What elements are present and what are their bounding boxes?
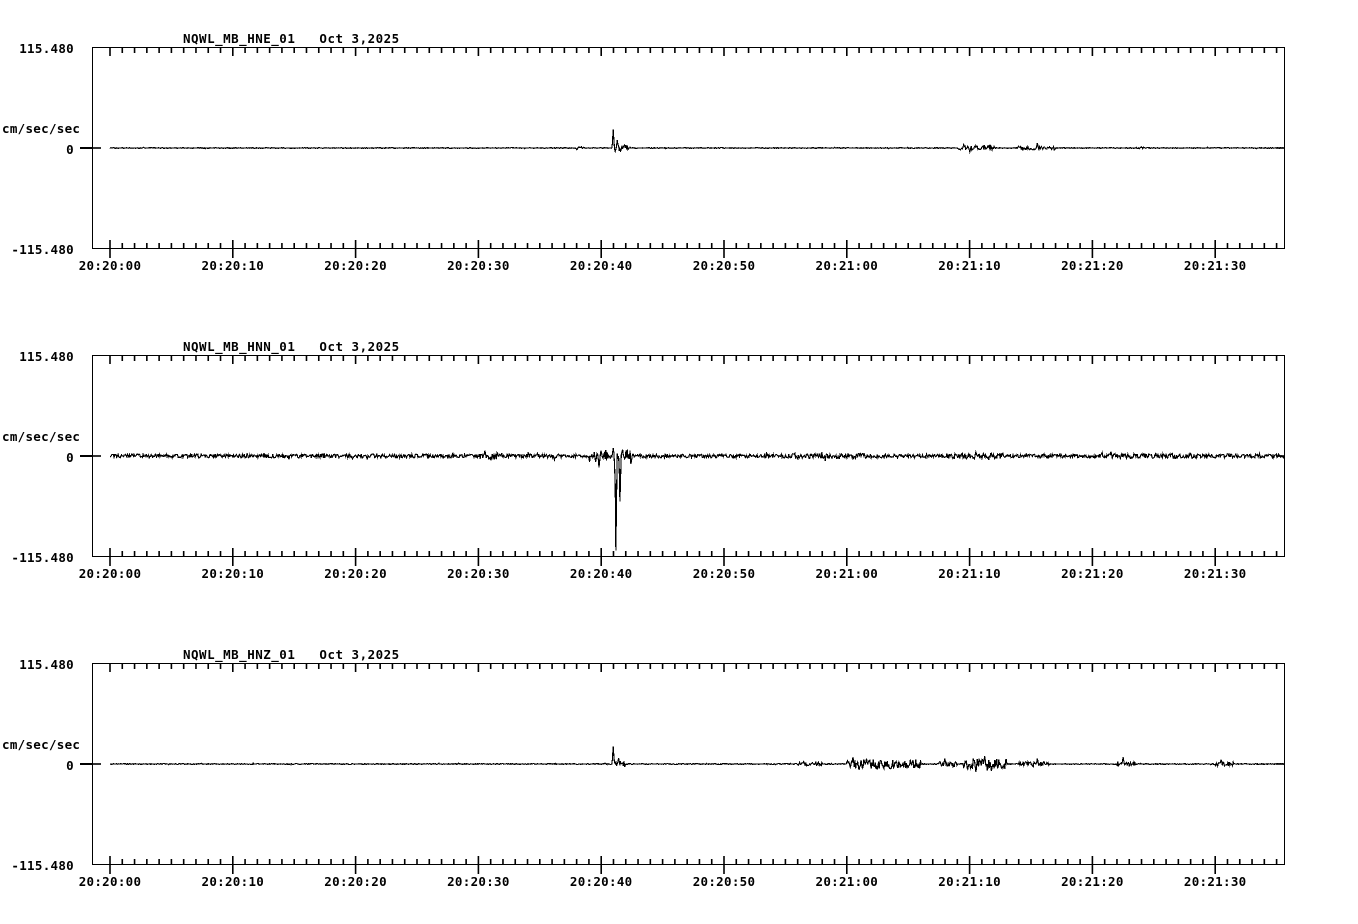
x-tick-label: 20:21:30 [1183,566,1247,581]
x-tick-label: 20:20:30 [447,566,510,581]
x-tick-label: 20:20:10 [201,566,265,581]
x-tick-label: 20:20:20 [324,874,387,889]
x-tick-label: 20:21:00 [815,874,879,889]
x-tick-label: 20:21:20 [1061,874,1124,889]
x-tick-label: 20:21:00 [815,258,879,273]
y-axis-min-label-hnz: -115.480 [11,858,74,873]
x-tick-label: 20:20:40 [569,566,633,581]
seismogram-panel-hnz: NQWL_MB_HNZ_01 Oct 3,2025 115.480 cm/sec… [0,616,1358,924]
plot-frame-hne [92,47,1285,249]
x-tick-label: 20:21:20 [1061,566,1124,581]
plot-frame-hnn [92,355,1285,557]
x-tick-label: 20:20:40 [569,258,633,273]
y-axis-zero-label-hne: 0 [66,142,74,157]
x-tick-label: 20:20:10 [201,258,265,273]
x-axis-tick-labels-hnz: 20:20:00 20:20:10 20:20:20 20:20:30 20:20:40… [0,874,1358,894]
y-axis-unit-label-hne: cm/sec/sec [2,121,81,136]
x-tick-label: 20:21:10 [938,874,1001,889]
x-tick-label: 20:20:30 [447,874,510,889]
x-tick-label: 20:20:00 [78,566,142,581]
y-axis-min-label-hne: -115.480 [11,242,74,257]
y-axis-unit-label-hnn: cm/sec/sec [2,429,81,444]
x-axis-tick-labels-hnn: 20:20:00 20:20:10 20:20:20 20:20:30 20:20:40… [0,566,1358,586]
x-tick-label: 20:20:00 [78,258,142,273]
panel-title-hnz: NQWL_MB_HNZ_01 Oct 3,2025 [183,647,400,662]
x-tick-label: 20:20:20 [324,258,387,273]
x-tick-label: 20:21:10 [938,258,1001,273]
seismogram-panel-hnn: NQWL_MB_HNN_01 Oct 3,2025 115.480 cm/sec… [0,308,1358,616]
x-tick-label: 20:21:20 [1061,258,1124,273]
y-axis-zero-label-hnn: 0 [66,450,74,465]
x-tick-label: 20:21:00 [815,566,879,581]
y-axis-max-label-hnn: 115.480 [19,349,74,364]
x-tick-label: 20:21:30 [1183,874,1247,889]
x-tick-label: 20:20:50 [692,874,756,889]
x-tick-label: 20:20:20 [324,566,387,581]
x-tick-label: 20:20:50 [692,258,756,273]
x-tick-label: 20:20:10 [201,874,265,889]
x-tick-label: 20:21:10 [938,566,1001,581]
x-tick-label: 20:20:50 [692,566,756,581]
y-axis-unit-label-hnz: cm/sec/sec [2,737,81,752]
x-tick-label: 20:21:30 [1183,258,1247,273]
panel-title-hne: NQWL_MB_HNE_01 Oct 3,2025 [183,31,400,46]
y-axis-zero-tick-hne [80,147,92,149]
x-axis-tick-labels-hne: 20:20:00 20:20:10 20:20:20 20:20:30 20:20:40… [0,258,1358,278]
y-axis-zero-tick-hnz [80,763,92,765]
panel-title-hnn: NQWL_MB_HNN_01 Oct 3,2025 [183,339,400,354]
x-tick-label: 20:20:40 [569,874,633,889]
y-axis-max-label-hnz: 115.480 [19,657,74,672]
y-axis-min-label-hnn: -115.480 [11,550,74,565]
y-axis-zero-tick-hnn [80,455,92,457]
x-tick-label: 20:20:00 [78,874,142,889]
plot-frame-hnz [92,663,1285,865]
y-axis-max-label-hne: 115.480 [19,41,74,56]
y-axis-zero-label-hnz: 0 [66,758,74,773]
x-tick-label: 20:20:30 [447,258,510,273]
seismogram-panel-hne: NQWL_MB_HNE_01 Oct 3,2025 115.480 cm/sec… [0,0,1358,308]
